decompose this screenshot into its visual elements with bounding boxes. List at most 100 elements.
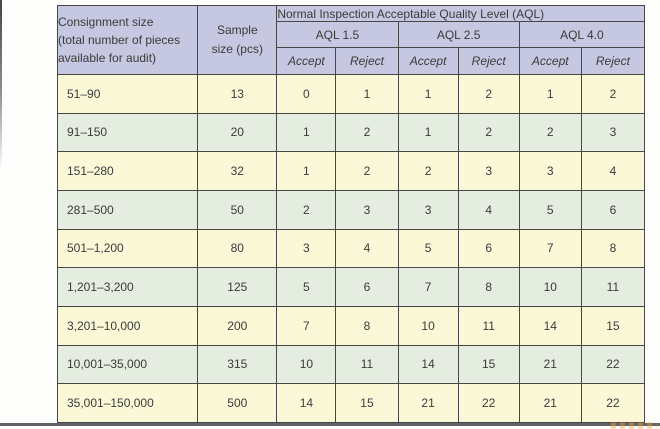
sample-size-cell: 32 — [197, 151, 278, 191]
accept-value-cell: 5 — [397, 228, 459, 269]
table-row: 151–280 32 1 2 2 3 3 4 — [56, 151, 646, 191]
accept-value-cell: 7 — [276, 305, 337, 346]
reject-value-cell: 11 — [335, 344, 399, 385]
sample-size-cell: 80 — [197, 228, 278, 269]
reject-value-cell: 2 — [580, 74, 646, 114]
page-bottom-rule — [0, 423, 660, 426]
reject-value-cell: 4 — [457, 189, 520, 230]
sample-size-cell: 13 — [197, 74, 278, 114]
reject-value-cell: 22 — [580, 383, 646, 423]
accept-value-cell: 7 — [397, 267, 459, 307]
reject-value-cell: 3 — [457, 151, 520, 191]
accept-value-cell: 10 — [518, 267, 582, 307]
reject-value-cell: 3 — [335, 189, 399, 230]
accept-value-cell: 1 — [276, 112, 337, 153]
accept-value-cell: 7 — [518, 228, 582, 269]
reject-value-cell: 8 — [457, 267, 520, 307]
accept-header: Accept — [397, 47, 459, 75]
sample-size-cell: 315 — [197, 344, 278, 385]
aql-group-header: AQL 2.5 — [397, 21, 520, 48]
accept-value-cell: 10 — [276, 344, 337, 385]
table-row: 501–1,200 80 3 4 5 6 7 8 — [56, 228, 646, 269]
table-row: 51–90 13 0 1 1 2 1 2 — [56, 74, 646, 114]
sample-size-cell: 50 — [197, 189, 278, 230]
reject-header: Reject — [335, 47, 399, 75]
reject-value-cell: 3 — [580, 112, 646, 153]
accept-value-cell: 3 — [397, 189, 459, 230]
accept-value-cell: 21 — [397, 383, 459, 423]
accept-value-cell: 0 — [276, 74, 337, 114]
sample-size-cell: 125 — [197, 267, 278, 307]
reject-value-cell: 8 — [335, 305, 399, 346]
accept-value-cell: 3 — [276, 228, 337, 269]
accept-header: Accept — [276, 47, 337, 75]
reject-header: Reject — [457, 47, 520, 75]
reject-value-cell: 4 — [335, 228, 399, 269]
accept-value-cell: 14 — [397, 344, 459, 385]
reject-value-cell: 22 — [457, 383, 520, 423]
aql-group-header: AQL 1.5 — [276, 21, 399, 48]
consignment-size-header: Consignment size (total number of pieces… — [56, 5, 199, 75]
accept-value-cell: 21 — [518, 383, 582, 423]
header-row-title: Consignment size (total number of pieces… — [56, 5, 645, 75]
accept-value-cell: 2 — [276, 189, 337, 230]
consignment-range-cell: 10,001–35,000 — [56, 344, 199, 385]
reject-header: Reject — [580, 47, 646, 75]
consignment-range-cell: 151–280 — [56, 151, 199, 191]
accept-value-cell: 5 — [276, 267, 337, 307]
reject-value-cell: 2 — [457, 74, 520, 114]
accept-value-cell: 1 — [276, 151, 337, 191]
sample-size-cell: 500 — [197, 383, 278, 423]
accept-value-cell: 1 — [518, 74, 582, 114]
consignment-range-cell: 281–500 — [56, 189, 199, 230]
accept-value-cell: 2 — [397, 151, 459, 191]
watermark-artifact — [611, 422, 657, 429]
accept-value-cell: 1 — [397, 112, 459, 153]
consignment-range-cell: 91–150 — [56, 112, 199, 153]
table-row: 281–500 50 2 3 3 4 5 6 — [56, 189, 646, 230]
accept-header: Accept — [518, 47, 582, 75]
reject-value-cell: 11 — [580, 267, 646, 307]
accept-value-cell: 10 — [397, 305, 459, 346]
table-row: 35,001–150,000 500 14 15 21 22 21 22 — [56, 383, 646, 423]
accept-value-cell: 1 — [397, 74, 459, 114]
header-row-aql-groups: AQL 1.5 AQL 2.5 AQL 4.0 — [58, 21, 646, 48]
reject-value-cell: 22 — [580, 344, 646, 385]
page-edge-line — [0, 0, 2, 170]
reject-value-cell: 4 — [580, 151, 646, 191]
reject-value-cell: 2 — [457, 112, 520, 153]
accept-value-cell: 21 — [518, 344, 582, 385]
reject-value-cell: 15 — [457, 344, 520, 385]
sample-size-cell: 200 — [197, 305, 278, 346]
table-row: 1,201–3,200 125 5 6 7 8 10 11 — [56, 267, 646, 307]
consignment-range-cell: 1,201–3,200 — [56, 267, 199, 307]
reject-value-cell: 1 — [335, 74, 399, 114]
sample-size-cell: 20 — [197, 112, 278, 153]
reject-value-cell: 2 — [335, 112, 399, 153]
table-title: Normal Inspection Acceptable Quality Lev… — [276, 5, 645, 22]
reject-value-cell: 6 — [335, 267, 399, 307]
table-row: 10,001–35,000 315 10 11 14 15 21 22 — [56, 344, 646, 385]
accept-value-cell: 5 — [518, 189, 582, 230]
aql-group-header: AQL 4.0 — [518, 21, 646, 48]
accept-value-cell: 14 — [276, 383, 337, 423]
reject-value-cell: 15 — [335, 383, 399, 423]
reject-value-cell: 6 — [580, 189, 646, 230]
consignment-range-cell: 51–90 — [56, 74, 199, 114]
reject-value-cell: 2 — [335, 151, 399, 191]
reject-value-cell: 15 — [580, 305, 646, 346]
reject-value-cell: 8 — [580, 228, 646, 269]
consignment-range-cell: 35,001–150,000 — [56, 383, 199, 423]
sample-size-header: Sample size (pcs) — [197, 5, 278, 75]
consignment-range-cell: 501–1,200 — [56, 228, 199, 269]
accept-value-cell: 3 — [518, 151, 582, 191]
table-row: 91–150 20 1 2 1 2 2 3 — [56, 112, 646, 153]
aql-sampling-table: Consignment size (total number of pieces… — [56, 5, 646, 423]
accept-value-cell: 2 — [518, 112, 582, 153]
table-row: 3,201–10,000 200 7 8 10 11 14 15 — [56, 305, 646, 346]
accept-value-cell: 14 — [518, 305, 582, 346]
consignment-range-cell: 3,201–10,000 — [56, 305, 199, 346]
reject-value-cell: 6 — [457, 228, 520, 269]
reject-value-cell: 11 — [457, 305, 520, 346]
